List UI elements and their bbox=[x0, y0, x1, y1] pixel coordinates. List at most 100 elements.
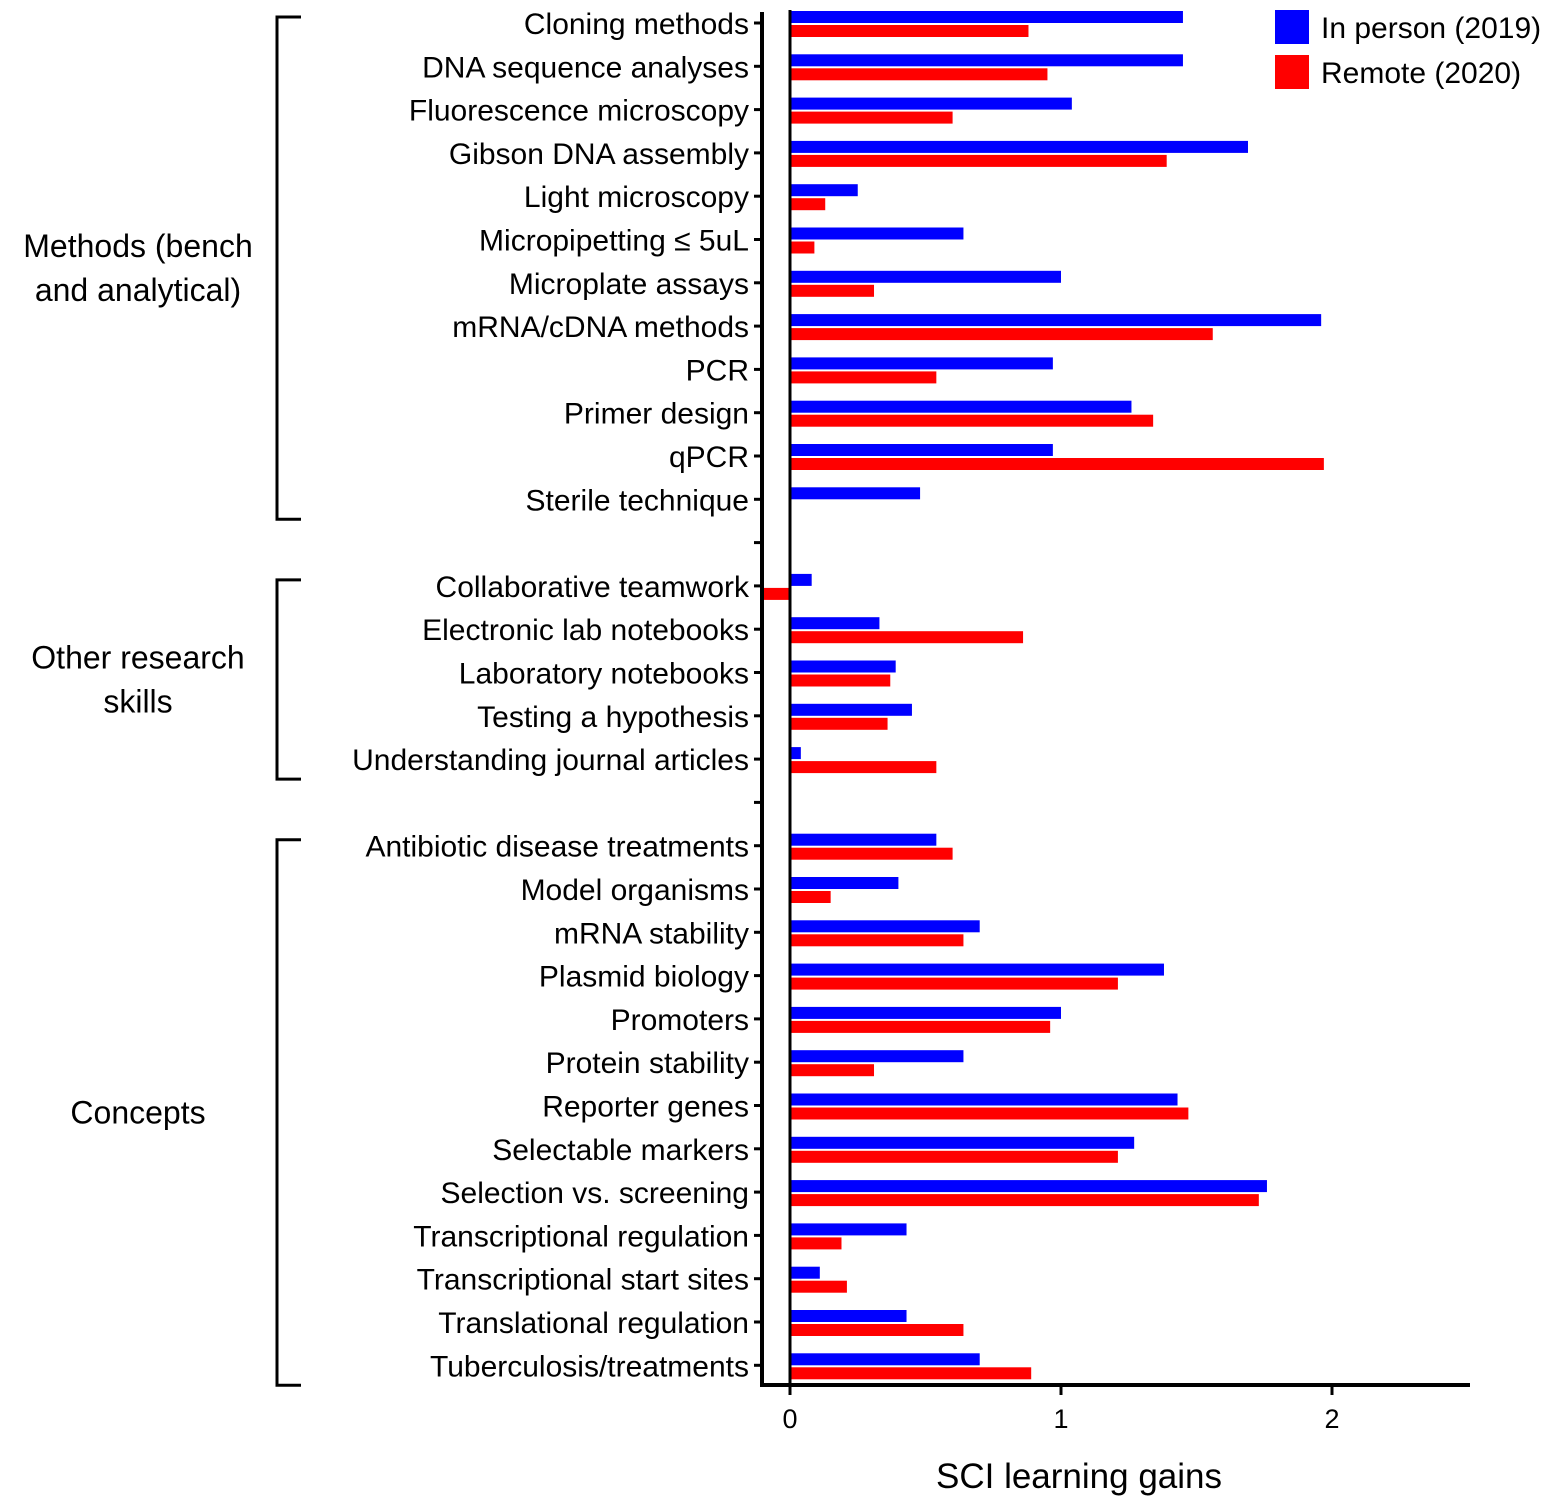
bar-remote bbox=[790, 1150, 1118, 1163]
bar-in-person bbox=[790, 573, 812, 586]
category-label: Primer design bbox=[564, 398, 749, 431]
category-label: Understanding journal articles bbox=[352, 744, 749, 777]
category-label: Promoters bbox=[611, 1004, 749, 1037]
bar-in-person bbox=[790, 444, 1053, 456]
category-label: Microplate assays bbox=[509, 268, 749, 301]
category-label: PCR bbox=[686, 354, 749, 387]
bar-remote bbox=[790, 1020, 1051, 1033]
group-label: Methods (bench bbox=[23, 228, 252, 264]
category-label: Antibiotic disease treatments bbox=[365, 831, 749, 864]
bar-in-person bbox=[790, 1006, 1061, 1019]
legend-swatch bbox=[1275, 55, 1309, 89]
category-label: Micropipetting ≤ 5uL bbox=[479, 225, 749, 258]
bar-in-person bbox=[790, 11, 1183, 23]
group-bracket bbox=[275, 578, 301, 781]
group-label: and analytical) bbox=[35, 272, 241, 308]
bar-remote bbox=[790, 977, 1118, 990]
bar-in-person bbox=[790, 487, 921, 500]
category-label: Electronic lab notebooks bbox=[422, 614, 749, 647]
bar-remote bbox=[790, 1194, 1259, 1207]
bar-in-person bbox=[790, 227, 964, 240]
bar-in-person bbox=[790, 963, 1164, 976]
category-label: Gibson DNA assembly bbox=[449, 138, 749, 171]
bar-remote bbox=[790, 458, 1324, 470]
bar-remote bbox=[790, 847, 953, 860]
category-label: Collaborative teamwork bbox=[436, 571, 750, 604]
x-axis-title: SCI learning gains bbox=[936, 1457, 1222, 1496]
bar-remote bbox=[790, 761, 937, 774]
group-label: Concepts bbox=[70, 1095, 205, 1131]
bar-remote bbox=[790, 284, 875, 297]
bar-in-person bbox=[790, 97, 1072, 110]
category-label: Translational regulation bbox=[438, 1307, 749, 1340]
category-label: Cloning methods bbox=[524, 8, 749, 41]
category-label: Light microscopy bbox=[524, 181, 749, 214]
group-bracket bbox=[275, 15, 301, 521]
bar-remote bbox=[790, 111, 953, 124]
bar-in-person bbox=[790, 357, 1053, 370]
group-label: Other research bbox=[31, 640, 244, 676]
x-tick-label: 1 bbox=[1053, 1404, 1068, 1434]
bar-in-person bbox=[790, 184, 858, 197]
bar-remote bbox=[790, 674, 891, 687]
category-label: mRNA/cDNA methods bbox=[452, 311, 749, 344]
bar-remote bbox=[790, 1280, 847, 1293]
legend-label: In person (2019) bbox=[1321, 12, 1541, 45]
bar-remote bbox=[790, 198, 826, 211]
bar-in-person bbox=[790, 54, 1183, 67]
category-label: Tuberculosis/treatments bbox=[430, 1350, 749, 1383]
category-label: Laboratory notebooks bbox=[459, 658, 749, 691]
category-label: Plasmid biology bbox=[539, 961, 749, 994]
bar-remote bbox=[790, 1324, 964, 1336]
bar-remote bbox=[790, 328, 1213, 341]
category-label: Selection vs. screening bbox=[441, 1177, 750, 1210]
bar-in-person bbox=[790, 920, 980, 933]
bar-remote bbox=[790, 154, 1167, 167]
legend-swatch bbox=[1275, 10, 1309, 44]
bar-remote bbox=[790, 25, 1029, 37]
category-label: Transcriptional start sites bbox=[417, 1264, 749, 1297]
bar-in-person bbox=[790, 1223, 907, 1236]
x-tick-label: 2 bbox=[1324, 1404, 1339, 1434]
bar-remote bbox=[790, 891, 831, 903]
group-bracket bbox=[275, 838, 301, 1387]
bar-remote bbox=[790, 1107, 1189, 1120]
bar-in-person bbox=[790, 1353, 980, 1366]
bar-in-person bbox=[790, 1050, 964, 1063]
bar-remote bbox=[790, 1064, 875, 1077]
bar-remote bbox=[790, 1367, 1032, 1380]
bar-in-person bbox=[790, 1136, 1135, 1149]
category-label: Sterile technique bbox=[526, 484, 749, 517]
bar-in-person bbox=[790, 270, 1061, 283]
category-label: Protein stability bbox=[546, 1047, 749, 1080]
bar-remote bbox=[790, 241, 815, 254]
legend-label: Remote (2020) bbox=[1321, 57, 1521, 90]
bar-remote bbox=[790, 414, 1154, 427]
bar-in-person bbox=[790, 617, 880, 630]
bar-remote bbox=[790, 1237, 842, 1250]
bar-remote bbox=[790, 68, 1048, 81]
bar-in-person bbox=[790, 1180, 1267, 1193]
bar-remote bbox=[790, 934, 964, 947]
group-label: skills bbox=[103, 684, 172, 720]
category-label: Model organisms bbox=[521, 874, 749, 907]
bar-in-person bbox=[790, 833, 937, 846]
bar-in-person bbox=[790, 1266, 820, 1279]
category-label: qPCR bbox=[669, 441, 749, 474]
bar-in-person bbox=[790, 400, 1132, 413]
bar-remote bbox=[762, 587, 790, 600]
x-tick-label: 0 bbox=[782, 1404, 797, 1434]
bar-in-person bbox=[790, 1093, 1178, 1106]
category-label: mRNA stability bbox=[554, 917, 749, 950]
bar-in-person bbox=[790, 1310, 907, 1322]
category-label: Transcriptional regulation bbox=[413, 1220, 749, 1253]
bar-in-person bbox=[790, 877, 899, 889]
bar-remote bbox=[790, 371, 937, 384]
category-label: Fluorescence microscopy bbox=[409, 95, 749, 128]
bar-in-person bbox=[790, 660, 896, 673]
bar-in-person bbox=[790, 314, 1322, 327]
category-label: Selectable markers bbox=[492, 1134, 749, 1167]
bar-in-person bbox=[790, 140, 1248, 153]
